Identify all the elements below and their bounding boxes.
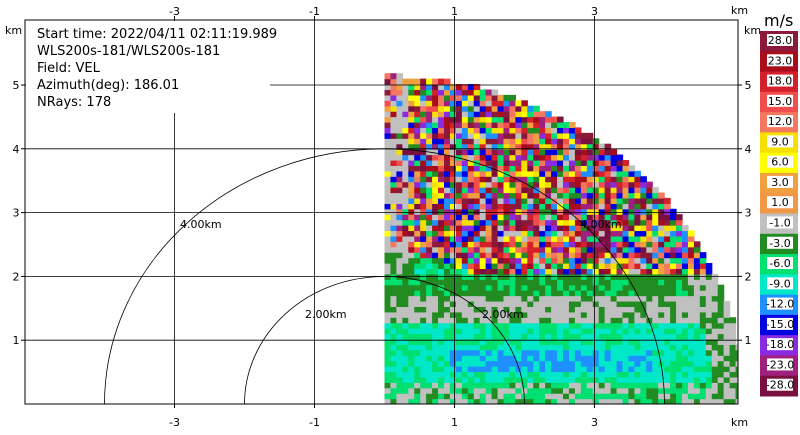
info-line: Start time: 2022/04/11 02:11:19.989 [37,27,277,42]
x-tick-label-bottom: 1 [451,416,458,429]
colorbar-label: -12.0 [766,298,794,311]
colorbar-label: 18.0 [768,75,793,88]
ring-label: 2.00km [305,308,347,321]
colorbar-label: 12.0 [768,115,793,128]
y-tick-label-left: 2 [13,270,20,283]
colorbar-label: -15.0 [766,318,794,331]
colorbar-label-bg [767,358,793,371]
y-tick-label-left: 5 [13,79,20,92]
x-tick-label-bottom: -3 [169,416,180,429]
colorbar-label-bg [767,216,793,229]
colorbar-label: -23.0 [766,358,794,371]
colorbar-unit: m/s [764,11,793,30]
x-unit-label-top: km [731,4,748,17]
colorbar-label: 3.0 [771,176,789,189]
colorbar-label: -3.0 [769,237,790,250]
colorbar-label: 15.0 [768,95,793,108]
colorbar-label-bg [767,135,793,148]
plot-frame [24,19,739,405]
info-box: Start time: 2022/04/11 02:11:19.989 WLS20… [26,21,277,113]
colorbar-label-bg [767,297,793,310]
colorbar-label-bg [767,378,793,391]
x-tick-label-top: -3 [169,5,180,18]
ring-label: 4.00km [580,218,622,231]
colorbar-label-bg [767,115,793,128]
y-tick-label-left: 1 [13,334,20,347]
colorbar-label-bg [767,94,793,107]
range-rings: 2.00km 2.00km 4.00km 4.00km [104,148,665,405]
colorbar-label: 23.0 [768,54,793,67]
y-tick-label-right: 3 [745,207,752,220]
y-tick-label-right: 1 [745,334,752,347]
colorbar-label: -28.0 [766,379,794,392]
info-line: Azimuth(deg): 186.01 [37,78,179,93]
info-line: WLS200s-181/WLS200s-181 [37,44,220,59]
x-tick-label-bottom: -1 [309,416,320,429]
y-unit-label-right: km [744,24,761,37]
velocity-heatmap [384,73,738,404]
ring-label: 4.00km [180,218,222,231]
x-unit-label-bottom: km [731,416,748,429]
y-tick-label-right: 5 [745,79,752,92]
info-line: NRays: 178 [37,95,111,110]
colorbar-label: -18.0 [766,338,794,351]
y-unit-label-left: km [5,24,22,37]
colorbar-label-bg [767,317,793,330]
colorbar-label: -9.0 [769,277,790,290]
colorbar-label: 28.0 [768,34,793,47]
colorbar-label: 1.0 [771,196,789,209]
colorbar: 28.0 23.0 18.0 15.0 12.0 9.0 6.0 3.0 1.0 -1.0 -3.0… [760,31,798,397]
colorbar-label-bg [767,74,793,87]
grid-lines [25,20,738,404]
colorbar-label-bg [767,277,793,290]
colorbar-label-bg [767,257,793,270]
ring-label: 2.00km [482,308,524,321]
colorbar-label: 6.0 [771,156,789,169]
info-line: Field: VEL [37,61,101,76]
x-tick-label-top: 1 [451,5,458,18]
x-tick-label-bottom: 3 [591,416,598,429]
colorbar-label-bg [767,34,793,46]
colorbar-label-bg [767,338,793,351]
colorbar-label: -6.0 [769,257,790,270]
colorbar-label-bg [767,54,793,67]
axis-ticks: -3 -3 -1 -1 1 1 3 3 1 1 2 2 3 3 4 4 5 5 [13,5,752,429]
colorbar-label: -1.0 [769,217,790,230]
y-tick-label-right: 4 [745,143,752,156]
info-box-bg [26,21,270,113]
colorbar-label: 9.0 [771,135,789,148]
colorbar-label-bg [767,236,793,249]
x-tick-label-top: 3 [591,5,598,18]
colorbar-label-bg [767,175,793,188]
colorbar-label-bg [767,155,793,168]
colorbar-label-bg [767,196,793,209]
y-tick-label-left: 4 [13,143,20,156]
y-tick-label-right: 2 [745,270,752,283]
y-tick-label-left: 3 [13,207,20,220]
x-tick-label-top: -1 [309,5,320,18]
